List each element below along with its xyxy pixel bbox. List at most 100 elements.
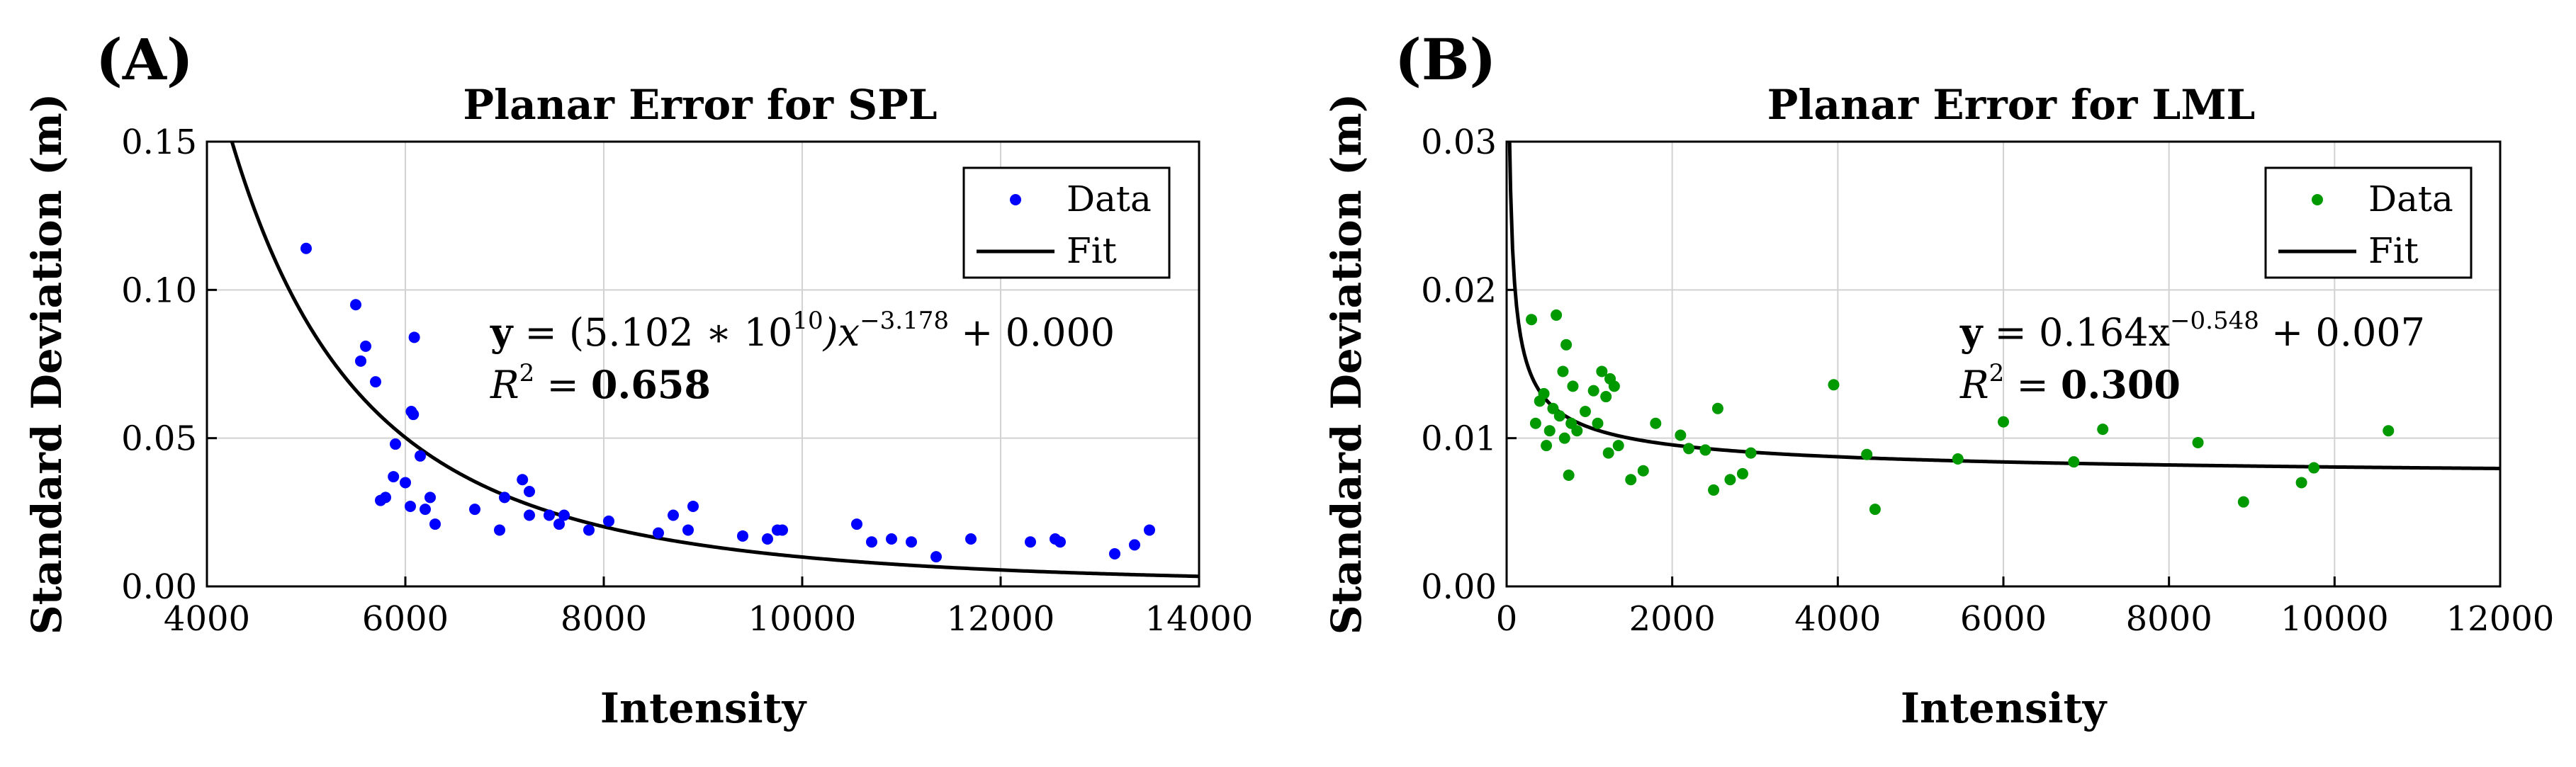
data-point-b [1711, 402, 1723, 414]
x-tick-label-a: 12000 [947, 599, 1055, 639]
data-point-a [517, 474, 529, 486]
x-tick-label-a: 10000 [748, 599, 857, 639]
legend-b: Data Fit [2264, 166, 2473, 279]
panel-b: (B) Planar Error for LML 0 2000 4000 6000 80… [1322, 26, 2554, 732]
data-point-a [1109, 547, 1120, 559]
data-point-b [1952, 453, 1964, 465]
data-point-a [499, 492, 510, 504]
data-point-a [851, 518, 862, 530]
eq-y-a: y [490, 309, 514, 355]
data-point-a [906, 536, 917, 548]
data-point-b [1612, 440, 1624, 452]
data-point-a [407, 409, 420, 421]
fit-equation-a: y = (5.102 ∗ 1010)x−3.178 + 0.000 [490, 307, 1115, 355]
data-point-b [1553, 410, 1565, 422]
y-tick-label-a: 0.15 [121, 123, 197, 162]
data-point-a [553, 518, 565, 530]
data-point-b [2383, 425, 2395, 437]
data-point-b [2068, 456, 2080, 468]
data-point-b [1592, 417, 1604, 429]
x-tick-label-b: 0 [1496, 599, 1518, 639]
data-point-a [687, 500, 699, 512]
x-axis-label-b: Intensity [1901, 684, 2108, 732]
data-point-a [420, 504, 431, 516]
x-tick-label-b: 10000 [2280, 599, 2389, 639]
data-point-b [1724, 474, 1736, 486]
data-point-b [1745, 447, 1757, 459]
data-point-b [1998, 416, 2009, 428]
y-tick-label-b: 0.01 [1421, 419, 1497, 459]
legend-marker-data-b [2312, 194, 2323, 205]
x-tick-label-a: 4000 [164, 599, 250, 639]
data-points-a [300, 242, 1155, 563]
legend-label-data-a: Data [1067, 178, 1152, 220]
data-point-a [350, 299, 361, 311]
data-point-a [494, 524, 505, 536]
legend-box-b [2264, 166, 2473, 279]
y-tick-label-b: 0.03 [1421, 123, 1497, 162]
y-tick-label-a: 0.00 [121, 567, 197, 607]
r-symbol-a: R [490, 363, 519, 407]
data-point-a [405, 500, 416, 512]
data-point-a [1025, 536, 1036, 548]
data-point-b [1675, 429, 1687, 441]
y-tick-label-b: 0.02 [1421, 271, 1497, 310]
x-tick-label-a: 14000 [1145, 599, 1254, 639]
eq-tail-a: + 0.000 [949, 310, 1115, 355]
panel-a: (A) Planar Error for SPL 4000 6000 8000 100… [23, 26, 1253, 732]
y-tick-labels-a: 0.00 0.05 0.10 0.15 [121, 123, 197, 607]
data-point-a [524, 509, 535, 521]
data-point-b [1708, 484, 1720, 496]
data-point-b [2308, 462, 2320, 474]
x-tick-label-b: 12000 [2446, 599, 2555, 639]
eq-part1-a: = (5.102 ∗ 10 [512, 310, 792, 355]
data-point-b [1579, 405, 1591, 417]
data-point-a [653, 527, 664, 539]
data-point-b [2097, 424, 2109, 436]
data-point-a [355, 355, 366, 367]
data-point-a [415, 450, 426, 462]
y-tick-labels-b: 0.00 0.01 0.02 0.03 [1421, 123, 1497, 607]
data-point-b [1650, 417, 1662, 429]
x-axis-label-a: Intensity [600, 684, 808, 732]
data-point-b [2295, 477, 2307, 489]
data-point-b [1571, 425, 1583, 437]
x-tick-label-b: 8000 [2126, 599, 2212, 639]
data-point-a [544, 509, 555, 521]
r-value-a: 0.658 [591, 362, 711, 407]
data-point-a [737, 530, 748, 542]
fit-equation-b: y = 0.164x−0.548 + 0.007 [1959, 307, 2425, 355]
data-point-a [930, 551, 942, 563]
fit-curve-a [230, 141, 1200, 579]
data-point-a [1129, 539, 1140, 551]
r-squared-b: R2 = 0.300 [1959, 359, 2181, 407]
plot-frame-a [206, 140, 1200, 588]
chart-title-a: Planar Error for SPL [463, 81, 937, 129]
data-point-a [886, 533, 897, 545]
fit-line-b [1507, 141, 2501, 470]
data-point-b [1683, 443, 1695, 455]
data-point-a [360, 340, 371, 352]
x-tick-labels-b: 0 2000 4000 6000 8000 10000 12000 [1496, 599, 2555, 639]
data-point-b [1529, 417, 1541, 429]
eq-tail-b: + 0.007 [2259, 310, 2425, 355]
chart-title-b: Planar Error for LML [1767, 81, 2256, 129]
y-tick-label-a: 0.05 [121, 419, 197, 459]
y-axis-label-a: Standard Deviation (m) [23, 93, 71, 635]
r-exp-b: 2 [1989, 359, 2005, 387]
data-point-b [1600, 391, 1612, 403]
eq-exp1-a: 10 [792, 307, 823, 335]
data-point-b [1547, 402, 1559, 414]
r-eq-a: = [534, 363, 591, 407]
y-axis-label-b: Standard Deviation (m) [1322, 93, 1371, 635]
fit-line-a [230, 141, 1200, 579]
data-point-b [1558, 432, 1570, 444]
data-point-b [1551, 309, 1563, 321]
panel-label-a: (A) [96, 26, 193, 93]
eq-mid-a: )x [823, 310, 860, 355]
data-point-b [1563, 470, 1575, 481]
r-symbol-b: R [1959, 363, 1989, 407]
data-point-a [424, 492, 436, 504]
axis-ticks-b [1505, 140, 2502, 588]
